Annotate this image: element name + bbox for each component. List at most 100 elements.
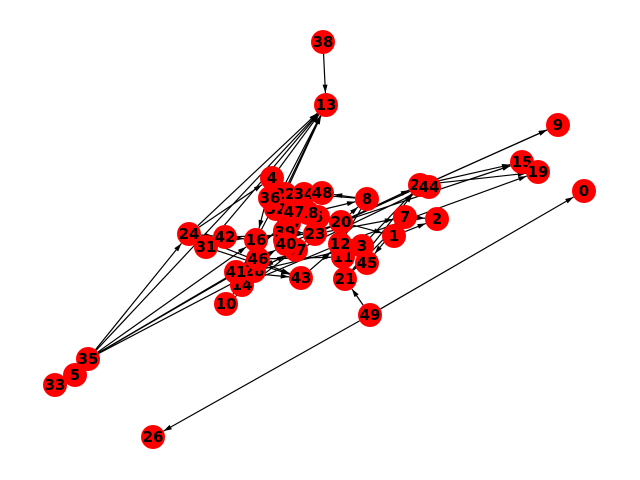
edge-38-13 <box>322 53 328 94</box>
node-label: 35 <box>78 350 99 368</box>
node-label: 41 <box>226 263 247 281</box>
node-label: 20 <box>331 213 352 231</box>
node-label: 31 <box>196 238 217 256</box>
node-26: 26 <box>141 425 165 449</box>
node-47: 47 <box>282 200 306 224</box>
node-19: 19 <box>526 160 550 184</box>
node-7: 7 <box>393 205 417 229</box>
node-circle <box>328 232 352 256</box>
node-45: 45 <box>355 251 379 275</box>
edge-35-13 <box>95 113 319 351</box>
node-circle <box>63 363 87 387</box>
node-label: 23 <box>305 225 326 243</box>
edge-24-4 <box>198 184 263 228</box>
node-label: 19 <box>528 163 549 181</box>
node-label: 46 <box>248 250 269 268</box>
node-label: 10 <box>216 295 237 313</box>
node-circle <box>526 160 550 184</box>
node-circle <box>417 175 441 199</box>
node-circle <box>194 235 218 259</box>
edge-49-26 <box>163 320 360 432</box>
node-41: 41 <box>224 260 248 284</box>
node-2: 2 <box>425 207 449 231</box>
edge-4-13 <box>278 114 320 169</box>
node-circle <box>289 266 313 290</box>
node-circle <box>358 303 382 327</box>
node-36: 36 <box>258 186 282 210</box>
edge-20-8 <box>349 206 359 215</box>
node-42: 42 <box>213 225 237 249</box>
node-35: 35 <box>76 347 100 371</box>
node-circle <box>224 260 248 284</box>
node-0: 0 <box>572 179 596 203</box>
node-circle <box>333 267 357 291</box>
edge-22-13 <box>289 115 322 184</box>
node-circle <box>76 347 100 371</box>
node-label: 0 <box>579 182 589 200</box>
node-circle <box>355 251 379 275</box>
node-circle <box>214 292 238 316</box>
node-label: 12 <box>330 235 351 253</box>
node-label: 44 <box>419 178 440 196</box>
node-34: 34 <box>292 182 316 206</box>
node-4: 4 <box>260 166 284 190</box>
edge-20-27 <box>351 189 410 218</box>
node-label: 16 <box>246 231 267 249</box>
node-label: 2 <box>432 210 442 228</box>
node-13: 13 <box>314 93 338 117</box>
edge-24-13 <box>197 112 318 227</box>
node-label: 49 <box>360 306 381 324</box>
edge-42-16 <box>235 235 245 241</box>
nodes-layer: 0123456789101112131415161718192021222324… <box>43 30 596 449</box>
node-8: 8 <box>355 187 379 211</box>
edge-27-15 <box>431 164 511 183</box>
node-circle <box>244 228 268 252</box>
node-circle <box>310 181 334 205</box>
node-circle <box>546 113 570 137</box>
node-12: 12 <box>328 232 352 256</box>
node-circle <box>303 222 327 246</box>
node-circle <box>282 200 306 224</box>
edge-1-2 <box>404 222 427 233</box>
node-48: 48 <box>310 181 334 205</box>
node-label: 4 <box>267 169 277 187</box>
node-label: 13 <box>316 96 337 114</box>
node-label: 15 <box>512 153 533 171</box>
node-5: 5 <box>63 363 87 387</box>
node-label: 47 <box>284 203 305 221</box>
node-label: 42 <box>215 228 236 246</box>
node-circle <box>274 232 298 256</box>
node-44: 44 <box>417 175 441 199</box>
node-circle <box>355 187 379 211</box>
node-label: 43 <box>291 269 312 287</box>
node-circle <box>425 207 449 231</box>
node-label: 45 <box>357 254 378 272</box>
node-label: 21 <box>335 270 356 288</box>
node-label: 9 <box>553 116 563 134</box>
edge-7-2 <box>416 215 426 221</box>
edge-35-16 <box>97 246 247 353</box>
node-label: 33 <box>45 376 66 394</box>
node-20: 20 <box>329 210 353 234</box>
node-23: 23 <box>303 222 327 246</box>
node-9: 9 <box>546 113 570 137</box>
node-circle <box>258 186 282 210</box>
edge-49-0 <box>380 196 574 310</box>
node-40: 40 <box>274 232 298 256</box>
node-circle <box>311 30 335 54</box>
node-21: 21 <box>333 267 357 291</box>
node-label: 24 <box>179 225 200 243</box>
node-38: 38 <box>311 30 335 54</box>
node-label: 7 <box>400 208 410 226</box>
edge-49-21 <box>351 288 364 306</box>
node-circle <box>382 224 406 248</box>
node-label: 5 <box>70 366 80 384</box>
node-24: 24 <box>177 222 201 246</box>
node-circle <box>43 373 67 397</box>
node-label: 36 <box>260 189 281 207</box>
node-label: 38 <box>313 33 334 51</box>
node-46: 46 <box>246 247 270 271</box>
edge-8-48 <box>333 193 356 199</box>
node-43: 43 <box>289 266 313 290</box>
